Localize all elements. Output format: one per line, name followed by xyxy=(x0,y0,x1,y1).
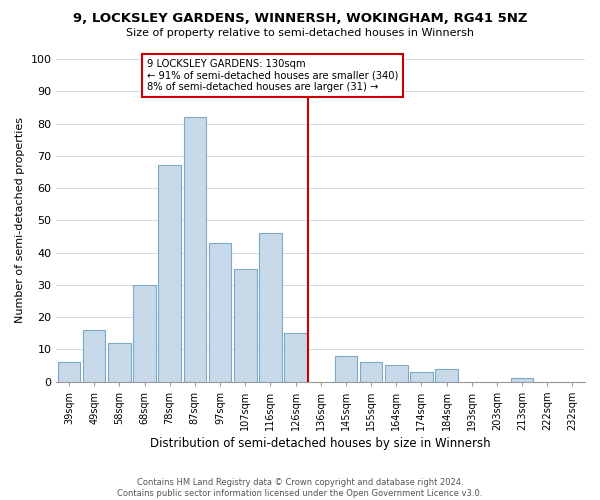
Bar xyxy=(58,362,80,382)
Bar xyxy=(83,330,106,382)
Bar xyxy=(108,343,131,382)
Text: Size of property relative to semi-detached houses in Winnersh: Size of property relative to semi-detach… xyxy=(126,28,474,38)
Text: 9 LOCKSLEY GARDENS: 130sqm
← 91% of semi-detached houses are smaller (340)
8% of: 9 LOCKSLEY GARDENS: 130sqm ← 91% of semi… xyxy=(147,59,398,92)
Bar xyxy=(184,117,206,382)
X-axis label: Distribution of semi-detached houses by size in Winnersh: Distribution of semi-detached houses by … xyxy=(151,437,491,450)
Bar xyxy=(410,372,433,382)
Bar xyxy=(133,285,156,382)
Bar xyxy=(511,378,533,382)
Bar xyxy=(360,362,382,382)
Bar xyxy=(259,233,281,382)
Text: 9, LOCKSLEY GARDENS, WINNERSH, WOKINGHAM, RG41 5NZ: 9, LOCKSLEY GARDENS, WINNERSH, WOKINGHAM… xyxy=(73,12,527,26)
Bar xyxy=(435,368,458,382)
Bar xyxy=(284,333,307,382)
Bar xyxy=(158,166,181,382)
Bar xyxy=(234,268,257,382)
Bar xyxy=(335,356,357,382)
Y-axis label: Number of semi-detached properties: Number of semi-detached properties xyxy=(15,118,25,324)
Text: Contains HM Land Registry data © Crown copyright and database right 2024.
Contai: Contains HM Land Registry data © Crown c… xyxy=(118,478,482,498)
Bar xyxy=(209,243,232,382)
Bar xyxy=(385,366,407,382)
